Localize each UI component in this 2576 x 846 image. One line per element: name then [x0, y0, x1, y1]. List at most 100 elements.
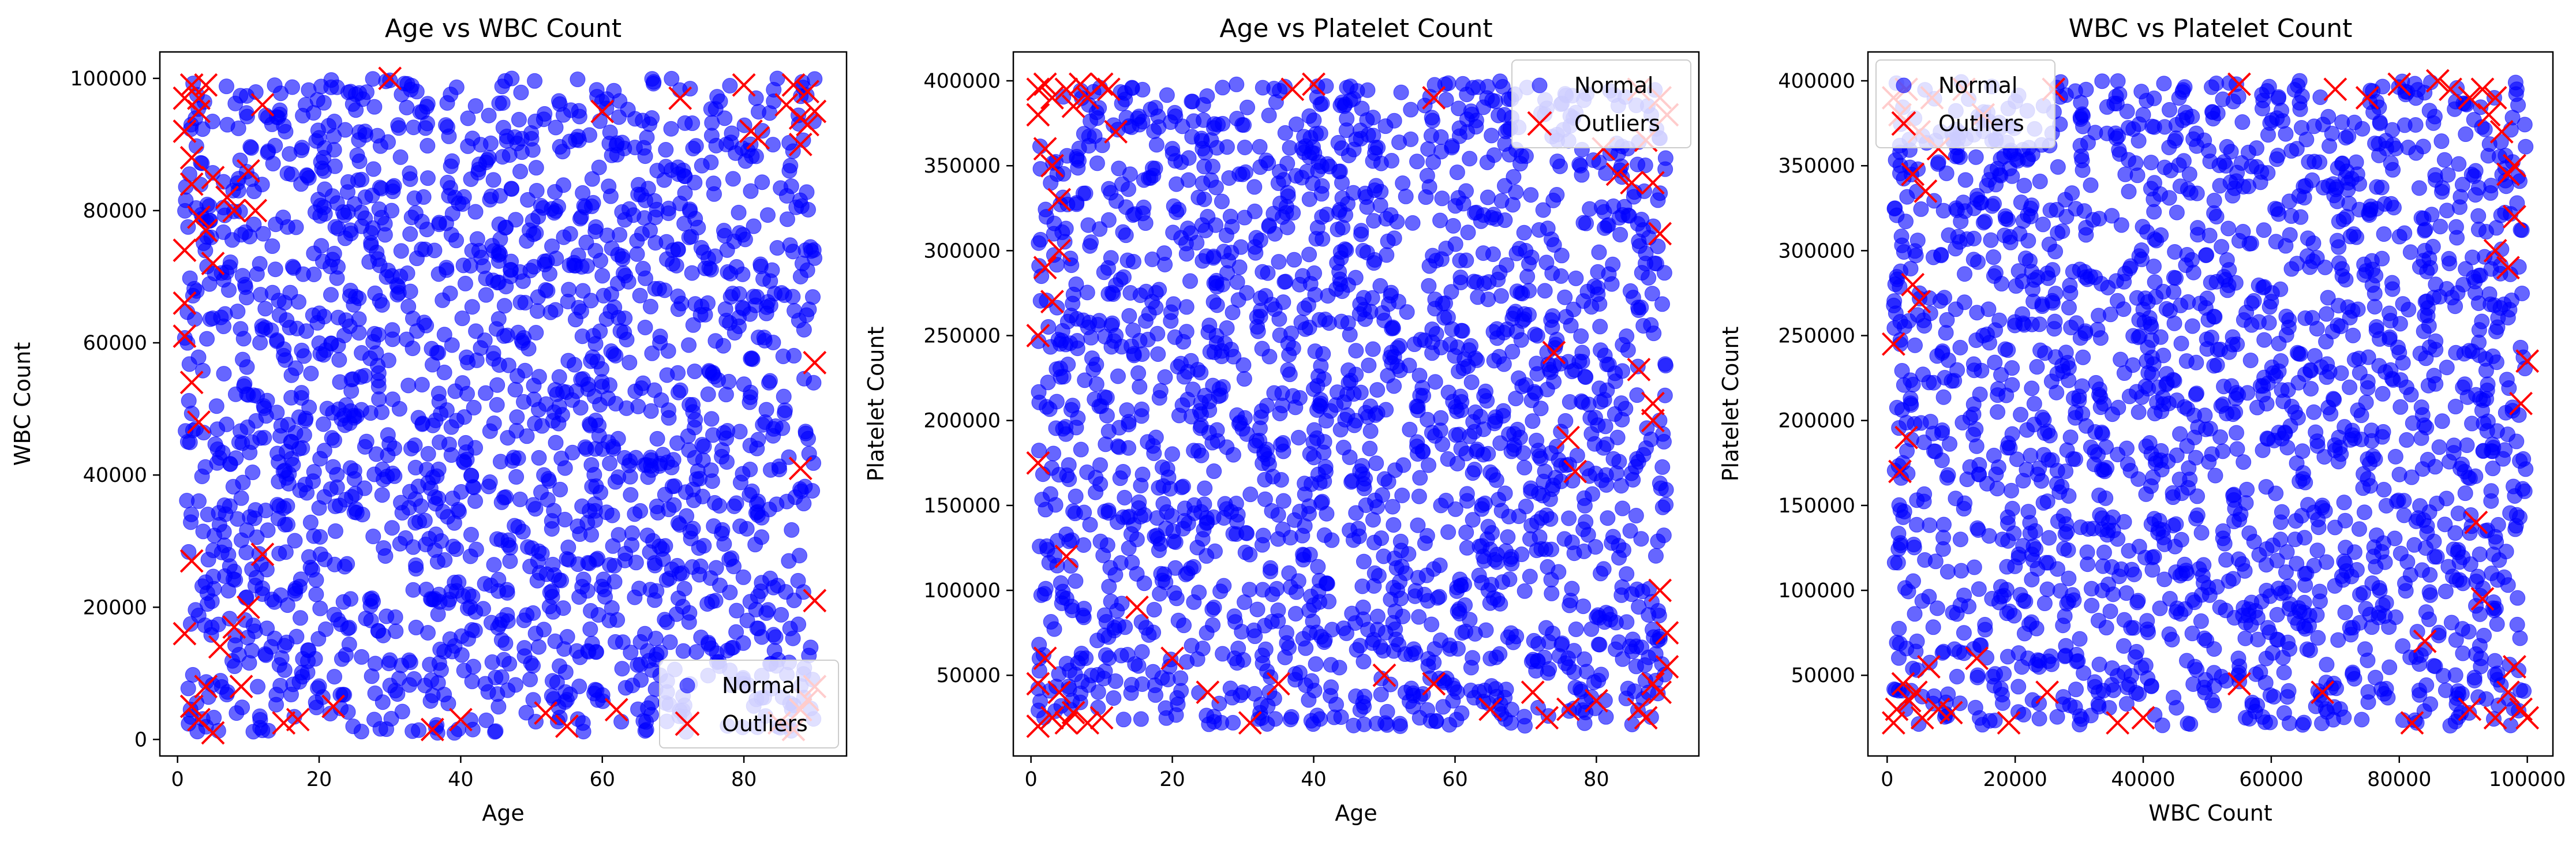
normal-point: [575, 185, 591, 201]
normal-point: [1493, 288, 1509, 304]
normal-point: [1561, 510, 1577, 526]
normal-point: [1238, 164, 1254, 180]
normal-point: [2008, 278, 2024, 294]
normal-point: [670, 365, 686, 381]
normal-point: [2121, 184, 2137, 200]
normal-point: [645, 533, 661, 549]
normal-point: [2392, 545, 2409, 561]
normal-point: [2512, 630, 2528, 646]
normal-point: [227, 386, 244, 402]
outlier-point: [1096, 77, 1121, 102]
normal-point: [1180, 515, 1196, 531]
normal-point: [316, 489, 332, 505]
normal-point: [795, 584, 811, 600]
normal-point: [1556, 531, 1572, 547]
normal-point: [750, 588, 766, 604]
y-tick-label: 40000: [83, 464, 147, 487]
normal-point: [1482, 595, 1498, 611]
normal-point: [677, 185, 693, 201]
normal-point: [1514, 286, 1530, 302]
outlier-point: [1068, 72, 1092, 96]
normal-point: [1199, 510, 1215, 526]
normal-point: [531, 450, 547, 466]
normal-point: [1059, 196, 1076, 212]
normal-point: [1125, 322, 1141, 338]
normal-point: [237, 279, 253, 295]
normal-point: [1095, 547, 1111, 563]
normal-point: [1638, 440, 1654, 456]
normal-point: [414, 377, 430, 393]
legend-label-outliers: Outliers: [1574, 111, 1660, 136]
normal-point: [2433, 133, 2450, 149]
normal-point: [607, 634, 623, 650]
normal-point: [759, 207, 776, 223]
normal-point: [644, 345, 660, 361]
normal-point: [1308, 656, 1324, 672]
normal-point: [1568, 622, 1584, 638]
normal-point: [1592, 380, 1608, 396]
normal-point: [807, 71, 823, 87]
normal-point: [1270, 507, 1286, 523]
normal-point: [264, 238, 280, 254]
normal-point: [1969, 305, 1985, 321]
normal-point: [239, 108, 255, 125]
normal-point: [366, 99, 383, 115]
normal-point: [549, 674, 565, 690]
normal-point: [1140, 434, 1156, 450]
normal-point: [575, 571, 591, 587]
normal-point: [330, 259, 346, 275]
normal-point: [456, 662, 472, 679]
normal-point: [440, 595, 456, 611]
normal-point: [1455, 360, 1472, 376]
normal-point: [1190, 189, 1207, 205]
legend-label-normal: Normal: [722, 673, 802, 698]
normal-point: [1031, 235, 1047, 251]
normal-point: [1414, 443, 1431, 459]
outlier-point: [1422, 672, 1446, 696]
normal-point: [749, 289, 765, 305]
normal-point: [2367, 298, 2383, 315]
normal-point: [1068, 488, 1084, 504]
outlier-point: [1266, 672, 1290, 696]
normal-point: [442, 285, 458, 301]
normal-point: [335, 204, 351, 220]
normal-point: [1537, 283, 1553, 299]
normal-point: [1323, 657, 1339, 673]
normal-point: [1088, 484, 1104, 500]
normal-point: [638, 270, 654, 286]
x-tick-label: 40: [1301, 768, 1327, 791]
normal-point: [210, 723, 226, 739]
normal-point: [1465, 512, 1481, 528]
normal-point: [1114, 176, 1130, 192]
normal-point: [1506, 426, 1522, 442]
normal-point: [1432, 212, 1448, 229]
normal-point: [1440, 384, 1457, 400]
normal-point: [252, 335, 268, 351]
normal-point: [460, 586, 477, 602]
normal-point: [613, 714, 630, 730]
normal-point: [686, 492, 702, 508]
normal-point: [571, 108, 587, 125]
normal-point: [1155, 496, 1171, 512]
normal-point: [755, 417, 771, 433]
normal-point: [1491, 107, 1507, 123]
normal-point: [1223, 245, 1240, 261]
normal-point: [657, 486, 673, 503]
normal-point: [372, 257, 388, 274]
normal-point: [1449, 164, 1465, 181]
normal-point: [758, 402, 774, 418]
normal-point: [437, 552, 453, 568]
normal-point: [514, 332, 530, 349]
normal-point: [1276, 274, 1293, 290]
outlier-point: [1076, 711, 1100, 735]
y-tick-label: 250000: [923, 325, 1001, 348]
x-tick-label: 0: [171, 768, 184, 791]
normal-point: [491, 571, 507, 587]
normal-point: [1481, 274, 1497, 290]
normal-point: [500, 430, 516, 446]
normal-point: [1308, 231, 1324, 247]
normal-point: [393, 243, 409, 259]
normal-point: [683, 229, 699, 245]
normal-point: [1200, 324, 1216, 340]
normal-point: [2035, 495, 2051, 511]
